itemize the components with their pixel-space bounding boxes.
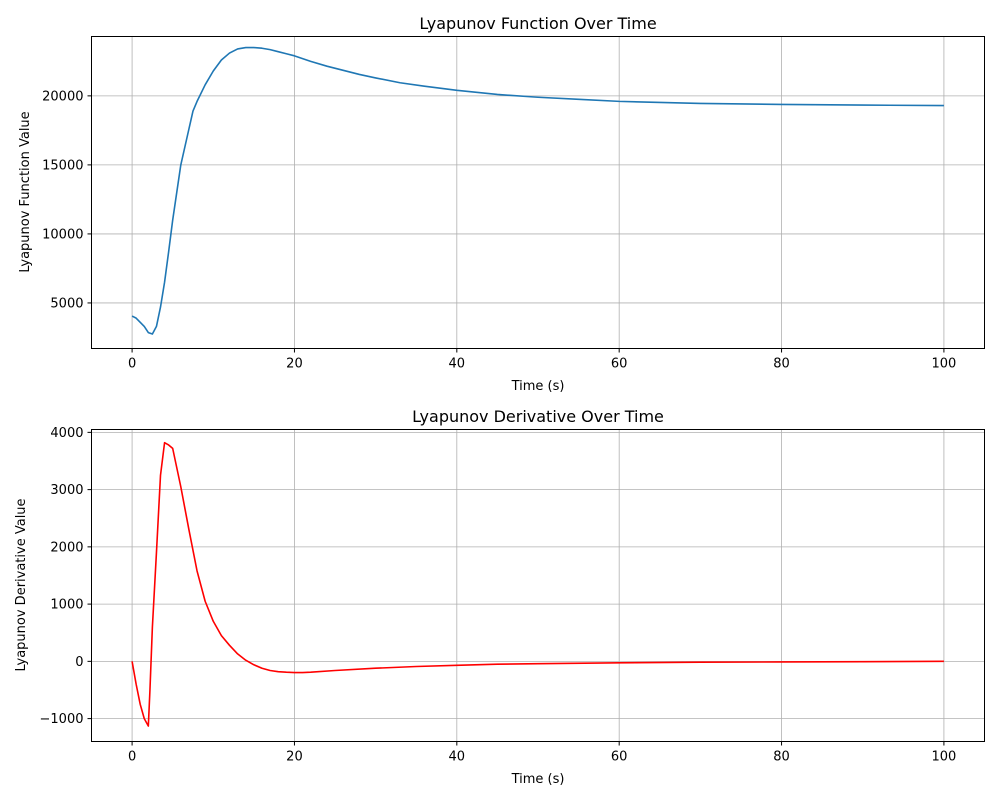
y-tick-label: 5000 <box>50 296 83 311</box>
y-tick-label: 15000 <box>42 158 83 173</box>
x-tick-label: 40 <box>449 750 466 765</box>
x-tick-label: 0 <box>128 750 136 765</box>
x-axis-label: Time (s) <box>511 379 565 394</box>
grid <box>91 36 985 349</box>
x-tick-label: 40 <box>449 357 466 372</box>
series-line <box>131 46 944 335</box>
series-group <box>131 441 944 727</box>
y-tick-label: 0 <box>75 655 83 670</box>
plot-frame <box>91 429 985 742</box>
y-tick-label: 20000 <box>42 89 83 104</box>
x-tick-label: 60 <box>611 357 628 372</box>
plot-frame <box>91 36 985 349</box>
grid <box>91 429 985 742</box>
y-axis-label: Lyapunov Derivative Value <box>14 498 29 671</box>
series-line <box>131 441 944 727</box>
ticks: 0 20 40 60 80 100 −1000 0 1000 2000 3000 4000 <box>40 426 957 765</box>
y-tick-label: 3000 <box>50 483 83 498</box>
ticks: 0 20 40 60 80 100 5000 10000 15000 20000 <box>42 89 956 371</box>
panel-title: Lyapunov Derivative Over Time <box>412 407 664 426</box>
y-tick-label: −1000 <box>40 712 84 727</box>
x-tick-label: 20 <box>286 750 303 765</box>
panel-title: Lyapunov Function Over Time <box>419 14 656 33</box>
x-tick-label: 20 <box>286 357 303 372</box>
x-tick-label: 100 <box>931 357 956 372</box>
x-tick-label: 80 <box>773 750 790 765</box>
y-tick-label: 1000 <box>50 598 83 613</box>
y-tick-label: 2000 <box>50 540 83 555</box>
lyapunov-function-panel: Lyapunov Function Over Time 0 20 40 60 80 100… <box>18 14 985 394</box>
x-axis-label: Time (s) <box>511 772 565 787</box>
y-tick-label: 4000 <box>50 426 83 441</box>
lyapunov-derivative-panel: Lyapunov Derivative Over Time 0 20 40 60 80 1… <box>14 407 985 787</box>
y-tick-label: 10000 <box>42 227 83 242</box>
x-tick-label: 80 <box>773 357 790 372</box>
x-tick-label: 100 <box>931 750 956 765</box>
x-tick-label: 60 <box>611 750 628 765</box>
x-tick-label: 0 <box>128 357 136 372</box>
y-axis-label: Lyapunov Function Value <box>18 111 33 272</box>
series-group <box>131 46 944 335</box>
